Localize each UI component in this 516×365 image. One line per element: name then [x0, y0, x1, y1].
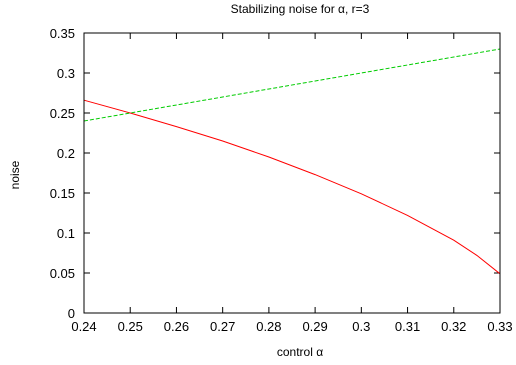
- x-tick-label: 0.33: [487, 319, 512, 334]
- x-tick-label: 0.26: [164, 319, 189, 334]
- x-tick-label: 0.3: [352, 319, 370, 334]
- axis-ticks: 0.24 0.25 0.26 0.27 0.28 0.29 0.3 0.31 0.32 0.33 0…: [50, 26, 513, 334]
- x-tick-label: 0.27: [210, 319, 235, 334]
- series-lines: [83, 48, 501, 275]
- y-tick-label: 0.35: [50, 26, 75, 41]
- chart-title: Stabilizing noise for α, r=3: [231, 2, 370, 16]
- x-tick-label: 0.24: [71, 319, 96, 334]
- x-tick-label: 0.32: [441, 319, 466, 334]
- y-tick-label: 0.15: [50, 186, 75, 201]
- y-axis-label: noise: [8, 160, 22, 189]
- y-tick-label: 0.3: [57, 66, 75, 81]
- x-tick-label: 0.25: [118, 319, 143, 334]
- y-tick-label: 0.05: [50, 266, 75, 281]
- x-tick-label: 0.31: [395, 319, 420, 334]
- y-tick-label: 0: [68, 306, 75, 321]
- red-noise-curve: [83, 99, 501, 275]
- x-tick-label: 0.28: [256, 319, 281, 334]
- y-tick-label: 0.2: [57, 146, 75, 161]
- y-tick-label: 0.25: [50, 106, 75, 121]
- x-axis-label: control α: [277, 345, 323, 359]
- y-tick-label: 0.1: [57, 226, 75, 241]
- green-dashed-line: [83, 48, 501, 122]
- x-tick-label: 0.29: [302, 319, 327, 334]
- plot-frame: [83, 32, 501, 314]
